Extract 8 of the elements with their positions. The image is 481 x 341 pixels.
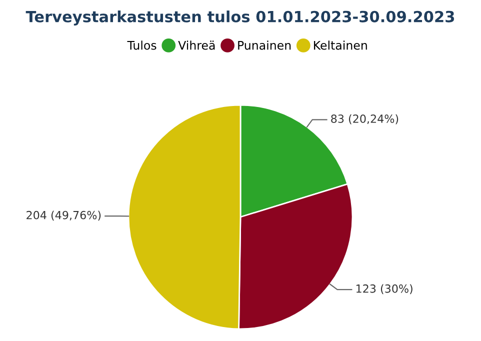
legend-label: Keltainen [314,40,367,50]
data-label: 83 (20,24%) [331,114,398,124]
legend-label: Vihreä [178,40,215,50]
data-label: 204 (49,76%) [26,210,101,221]
data-label: 123 (30%) [356,284,412,294]
legend-title: Tulos [127,40,156,50]
chart-title: Terveystarkastusten tulos 01.01.2023-30.09.2023 [26,10,454,26]
legend-label: Punainen [238,40,291,50]
